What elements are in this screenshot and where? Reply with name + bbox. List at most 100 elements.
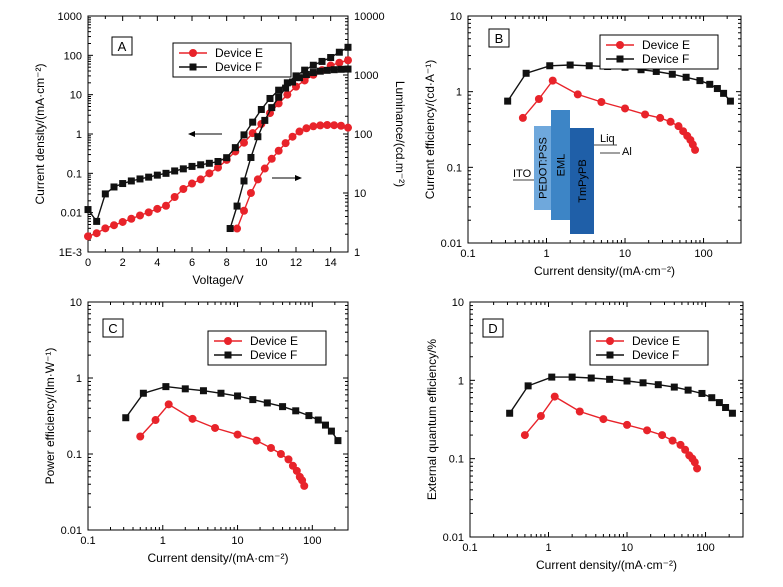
data-point-device-f-current	[344, 43, 352, 51]
data-point-device-f	[327, 427, 335, 435]
data-point-device-e-current	[283, 90, 292, 99]
data-point-device-f-luminance	[323, 66, 331, 74]
data-point-device-f-current	[119, 180, 127, 188]
data-point-device-f-luminance	[316, 67, 324, 75]
y-axis-label: Current density/(mA·cm⁻²)	[33, 63, 47, 204]
legend-label-device-e: Device E	[250, 334, 298, 348]
data-point-device-f-current	[162, 169, 170, 177]
y-tick-label: 0.01	[443, 532, 464, 544]
x-tick-label: 0.1	[462, 542, 477, 554]
data-point-device-f-current	[197, 161, 205, 169]
x-tick-label: 1	[160, 535, 166, 547]
data-point-device-e	[691, 145, 700, 154]
legend-marker-device-e	[189, 49, 197, 57]
x-tick-label: 10	[621, 542, 633, 554]
data-point-device-e	[550, 392, 559, 401]
data-point-device-e	[693, 464, 702, 473]
data-point-device-e	[668, 436, 677, 445]
data-point-device-e-luminance	[337, 121, 346, 130]
energy-diagram-inset: PEDOT:PSS EML TmPyPB ITO Liq Al	[513, 110, 632, 234]
data-point-device-f	[654, 381, 662, 389]
data-point-device-f-current	[301, 66, 309, 74]
legend-marker-device-e	[606, 337, 614, 345]
x-tick-label: 6	[189, 257, 195, 269]
series-line-device-f	[509, 376, 733, 414]
panel-label-b: B	[495, 31, 504, 46]
data-point-device-e-current	[205, 169, 214, 178]
layer-label-ito: ITO	[513, 168, 532, 180]
data-point-device-e	[536, 412, 545, 421]
data-point-device-f-current	[327, 54, 335, 62]
data-point-device-e-luminance	[295, 127, 304, 136]
data-point-device-e-current	[127, 214, 136, 223]
data-point-device-f-current	[153, 171, 161, 179]
data-point-device-f	[698, 389, 706, 397]
axis-arrows	[188, 131, 302, 181]
legend-label-device-f: Device F	[250, 348, 297, 362]
data-point-device-f	[139, 389, 147, 397]
data-point-device-e	[266, 443, 275, 452]
data-point-device-f	[670, 383, 678, 391]
y-tick-label: 1	[456, 87, 462, 99]
plot-frame	[467, 15, 742, 244]
y-tick-label: 10	[70, 297, 82, 309]
y-right-tick-label: 10000	[354, 11, 385, 23]
y-tick-label: 1000	[58, 11, 82, 23]
data-point-device-e	[518, 113, 527, 122]
data-point-device-f	[249, 396, 257, 404]
y-tick-label: 0.1	[67, 168, 82, 180]
x-tick-label: 10	[231, 535, 243, 547]
data-point-device-f	[217, 389, 225, 397]
legend-label-device-f: Device F	[632, 348, 679, 362]
legend-marker-device-e	[224, 337, 232, 345]
x-tick-label: 10	[619, 248, 631, 260]
data-point-device-f	[305, 412, 313, 420]
data-point-device-f	[606, 375, 614, 383]
data-point-device-f-current	[231, 144, 239, 152]
layer-label-tmpypb: TmPyPB	[577, 159, 589, 202]
legend-box	[172, 42, 292, 78]
data-point-device-e	[621, 104, 630, 113]
y-tick-label: 0.01	[441, 238, 462, 250]
data-point-device-f-luminance	[302, 70, 310, 78]
data-point-device-e-luminance	[288, 132, 297, 141]
plot-frame	[469, 301, 744, 538]
data-point-device-f	[162, 383, 170, 391]
data-point-device-f	[623, 377, 631, 385]
data-point-device-e	[292, 466, 301, 475]
data-point-device-e-luminance	[260, 164, 269, 173]
data-point-device-f	[585, 62, 593, 70]
data-point-device-e-current	[170, 193, 179, 202]
data-point-device-f-current	[188, 162, 196, 170]
data-point-device-f	[314, 416, 322, 424]
data-point-device-f	[728, 409, 736, 417]
data-point-device-f-current	[179, 165, 187, 173]
data-point-device-f	[321, 421, 329, 429]
data-point-device-e-luminance	[281, 139, 290, 148]
x-tick-label: 0	[85, 257, 91, 269]
panel-label-a: A	[118, 39, 127, 54]
data-point-device-e-current	[214, 163, 222, 172]
data-point-device-e	[666, 117, 675, 126]
data-point-device-e-luminance	[344, 123, 352, 132]
x-tick-label: 100	[303, 535, 321, 547]
x-tick-label: 14	[325, 257, 337, 269]
legend-label-device-f: Device F	[215, 60, 262, 74]
data-point-device-f-current	[84, 206, 92, 214]
data-point-device-e-luminance	[330, 121, 339, 130]
data-point-device-e	[252, 436, 261, 445]
data-point-device-e	[211, 423, 220, 432]
y-tick-label: 0.1	[67, 449, 82, 461]
data-point-device-f-current	[249, 118, 257, 126]
data-point-device-f-current	[257, 105, 265, 113]
data-point-device-e	[300, 481, 309, 490]
y-axis-label: External quantum efficiency/%	[425, 339, 439, 501]
data-point-device-f	[122, 414, 130, 422]
x-axis-label: Current density/(mA·cm⁻²)	[536, 558, 677, 572]
x-axis-label: Current density/(mA·cm⁻²)	[147, 551, 288, 565]
data-point-device-e-current	[92, 229, 101, 238]
x-tick-label: 4	[154, 257, 160, 269]
series-line-device-e	[139, 403, 305, 487]
y-tick-label: 0.1	[447, 162, 462, 174]
